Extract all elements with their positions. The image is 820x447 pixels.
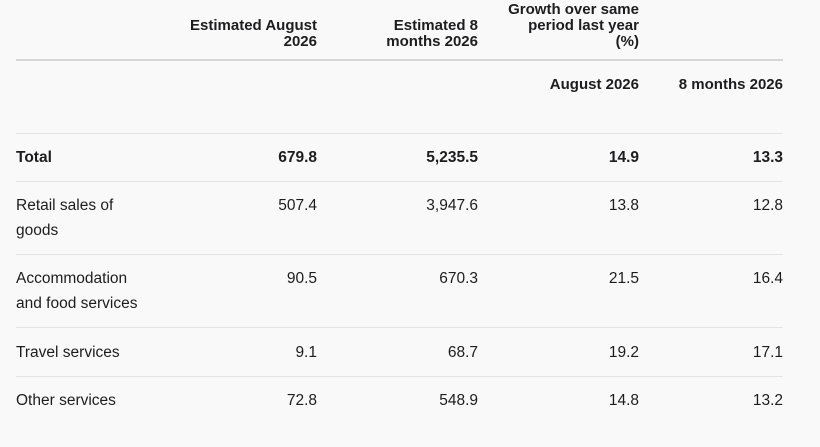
cell-growth-8-months: 16.4 bbox=[752, 270, 783, 287]
cell-growth-8-months: 12.8 bbox=[752, 197, 783, 214]
cell-8-months: 670.3 bbox=[439, 270, 478, 287]
cell-8-months: 3,947.6 bbox=[426, 197, 478, 214]
row-divider bbox=[16, 254, 783, 255]
cell-august: 679.8 bbox=[278, 149, 317, 166]
cell-growth-august: 14.8 bbox=[608, 392, 639, 409]
header-growth-group: Growth over same period last year (%) bbox=[508, 1, 639, 50]
row-divider bbox=[16, 181, 783, 182]
header-estimated-august: Estimated August 2026 bbox=[190, 17, 317, 50]
header-divider bbox=[16, 59, 783, 61]
cell-growth-august: 13.8 bbox=[608, 197, 639, 214]
cell-august: 9.1 bbox=[295, 344, 317, 361]
cell-growth-8-months: 13.2 bbox=[752, 392, 783, 409]
row-divider bbox=[16, 376, 783, 377]
cell-growth-8-months: 17.1 bbox=[752, 344, 783, 361]
cell-growth-august: 19.2 bbox=[608, 344, 639, 361]
row-label: Total bbox=[16, 149, 52, 166]
cell-august: 90.5 bbox=[286, 270, 317, 287]
cell-growth-august: 14.9 bbox=[608, 149, 639, 166]
cell-august: 72.8 bbox=[286, 392, 317, 409]
row-divider bbox=[16, 327, 783, 328]
row-label: Accommodation and food services bbox=[16, 270, 138, 312]
header-estimated-8-months: Estimated 8 months 2026 bbox=[386, 17, 478, 50]
row-label: Retail sales of goods bbox=[16, 197, 114, 239]
row-divider bbox=[16, 133, 783, 134]
cell-8-months: 548.9 bbox=[439, 392, 478, 409]
cell-growth-august: 21.5 bbox=[608, 270, 639, 287]
row-label: Other services bbox=[16, 392, 116, 409]
subheader-august-2026: August 2026 bbox=[549, 76, 639, 93]
cell-growth-8-months: 13.3 bbox=[752, 149, 783, 166]
row-label: Travel services bbox=[16, 344, 120, 361]
cell-8-months: 5,235.5 bbox=[426, 149, 478, 166]
cell-august: 507.4 bbox=[278, 197, 317, 214]
cell-8-months: 68.7 bbox=[447, 344, 478, 361]
subheader-8-months-2026: 8 months 2026 bbox=[678, 76, 783, 93]
